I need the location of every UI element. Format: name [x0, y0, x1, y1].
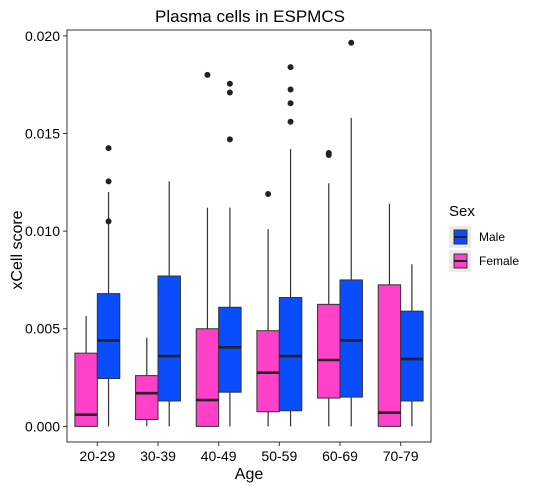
box-male-50-59 — [278, 64, 303, 427]
x-tick-label: 20-29 — [79, 448, 115, 464]
outlier-point — [226, 136, 233, 143]
x-axis: 20-29 30-39 40-49 50-59 60-69 70-79 — [79, 442, 419, 464]
outlier-point — [105, 178, 112, 185]
plot-panel — [66, 29, 432, 443]
outlier-point — [287, 86, 294, 93]
box-male-20-29 — [96, 145, 121, 427]
box-female-50-59 — [256, 191, 280, 427]
legend: Sex Male Female — [449, 203, 519, 272]
y-tick-label: 0.010 — [25, 223, 60, 239]
box-male-70-79 — [400, 264, 424, 427]
outlier-point — [105, 218, 112, 225]
x-tick-label: 40-49 — [201, 448, 237, 464]
box-iqr — [135, 375, 159, 421]
box-iqr — [317, 303, 341, 399]
box-iqr — [278, 297, 303, 412]
outlier-point — [287, 64, 294, 71]
outlier-point — [348, 39, 355, 46]
y-tick-label: 0.000 — [25, 418, 60, 434]
box-male-30-39 — [157, 181, 181, 427]
box-male-40-49 — [218, 80, 242, 427]
legend-label: Male — [479, 230, 505, 244]
box-iqr — [377, 284, 402, 427]
outlier-point — [226, 80, 233, 87]
x-axis-label: Age — [235, 466, 264, 483]
outlier-point — [226, 89, 233, 96]
box-iqr — [195, 328, 220, 427]
box-iqr — [218, 306, 242, 393]
legend-title: Sex — [449, 203, 475, 220]
legend-item-male: Male — [449, 226, 505, 248]
x-tick-label: 70-79 — [383, 448, 419, 464]
box-iqr — [74, 352, 98, 427]
legend-item-female: Female — [449, 250, 519, 272]
y-tick-label: 0.015 — [25, 125, 60, 141]
y-axis: 0.000 0.005 0.010 0.015 0.020 — [25, 28, 67, 434]
outlier-point — [287, 100, 294, 107]
box-female-20-29 — [74, 316, 98, 427]
box-plots — [74, 39, 424, 427]
outlier-point — [204, 71, 211, 78]
box-male-60-69 — [339, 39, 363, 427]
box-female-40-49 — [195, 71, 220, 427]
y-axis-label: xCell score — [9, 210, 26, 289]
box-iqr — [96, 293, 121, 380]
outlier-point — [265, 191, 272, 198]
box-female-70-79 — [377, 203, 402, 427]
box-iqr — [256, 330, 280, 413]
chart-title: Plasma cells in ESPMCS — [155, 7, 345, 26]
x-tick-label: 50-59 — [261, 448, 297, 464]
box-iqr — [157, 275, 181, 402]
box-female-60-69 — [317, 150, 341, 427]
outlier-point — [287, 118, 294, 125]
x-tick-label: 30-39 — [140, 448, 176, 464]
box-iqr — [339, 279, 363, 398]
legend-label: Female — [479, 254, 519, 268]
y-tick-label: 0.020 — [25, 28, 60, 44]
box-iqr — [400, 310, 424, 402]
x-tick-label: 60-69 — [322, 448, 358, 464]
y-tick-label: 0.005 — [25, 321, 60, 337]
outlier-point — [105, 145, 112, 152]
outlier-point — [325, 150, 332, 157]
